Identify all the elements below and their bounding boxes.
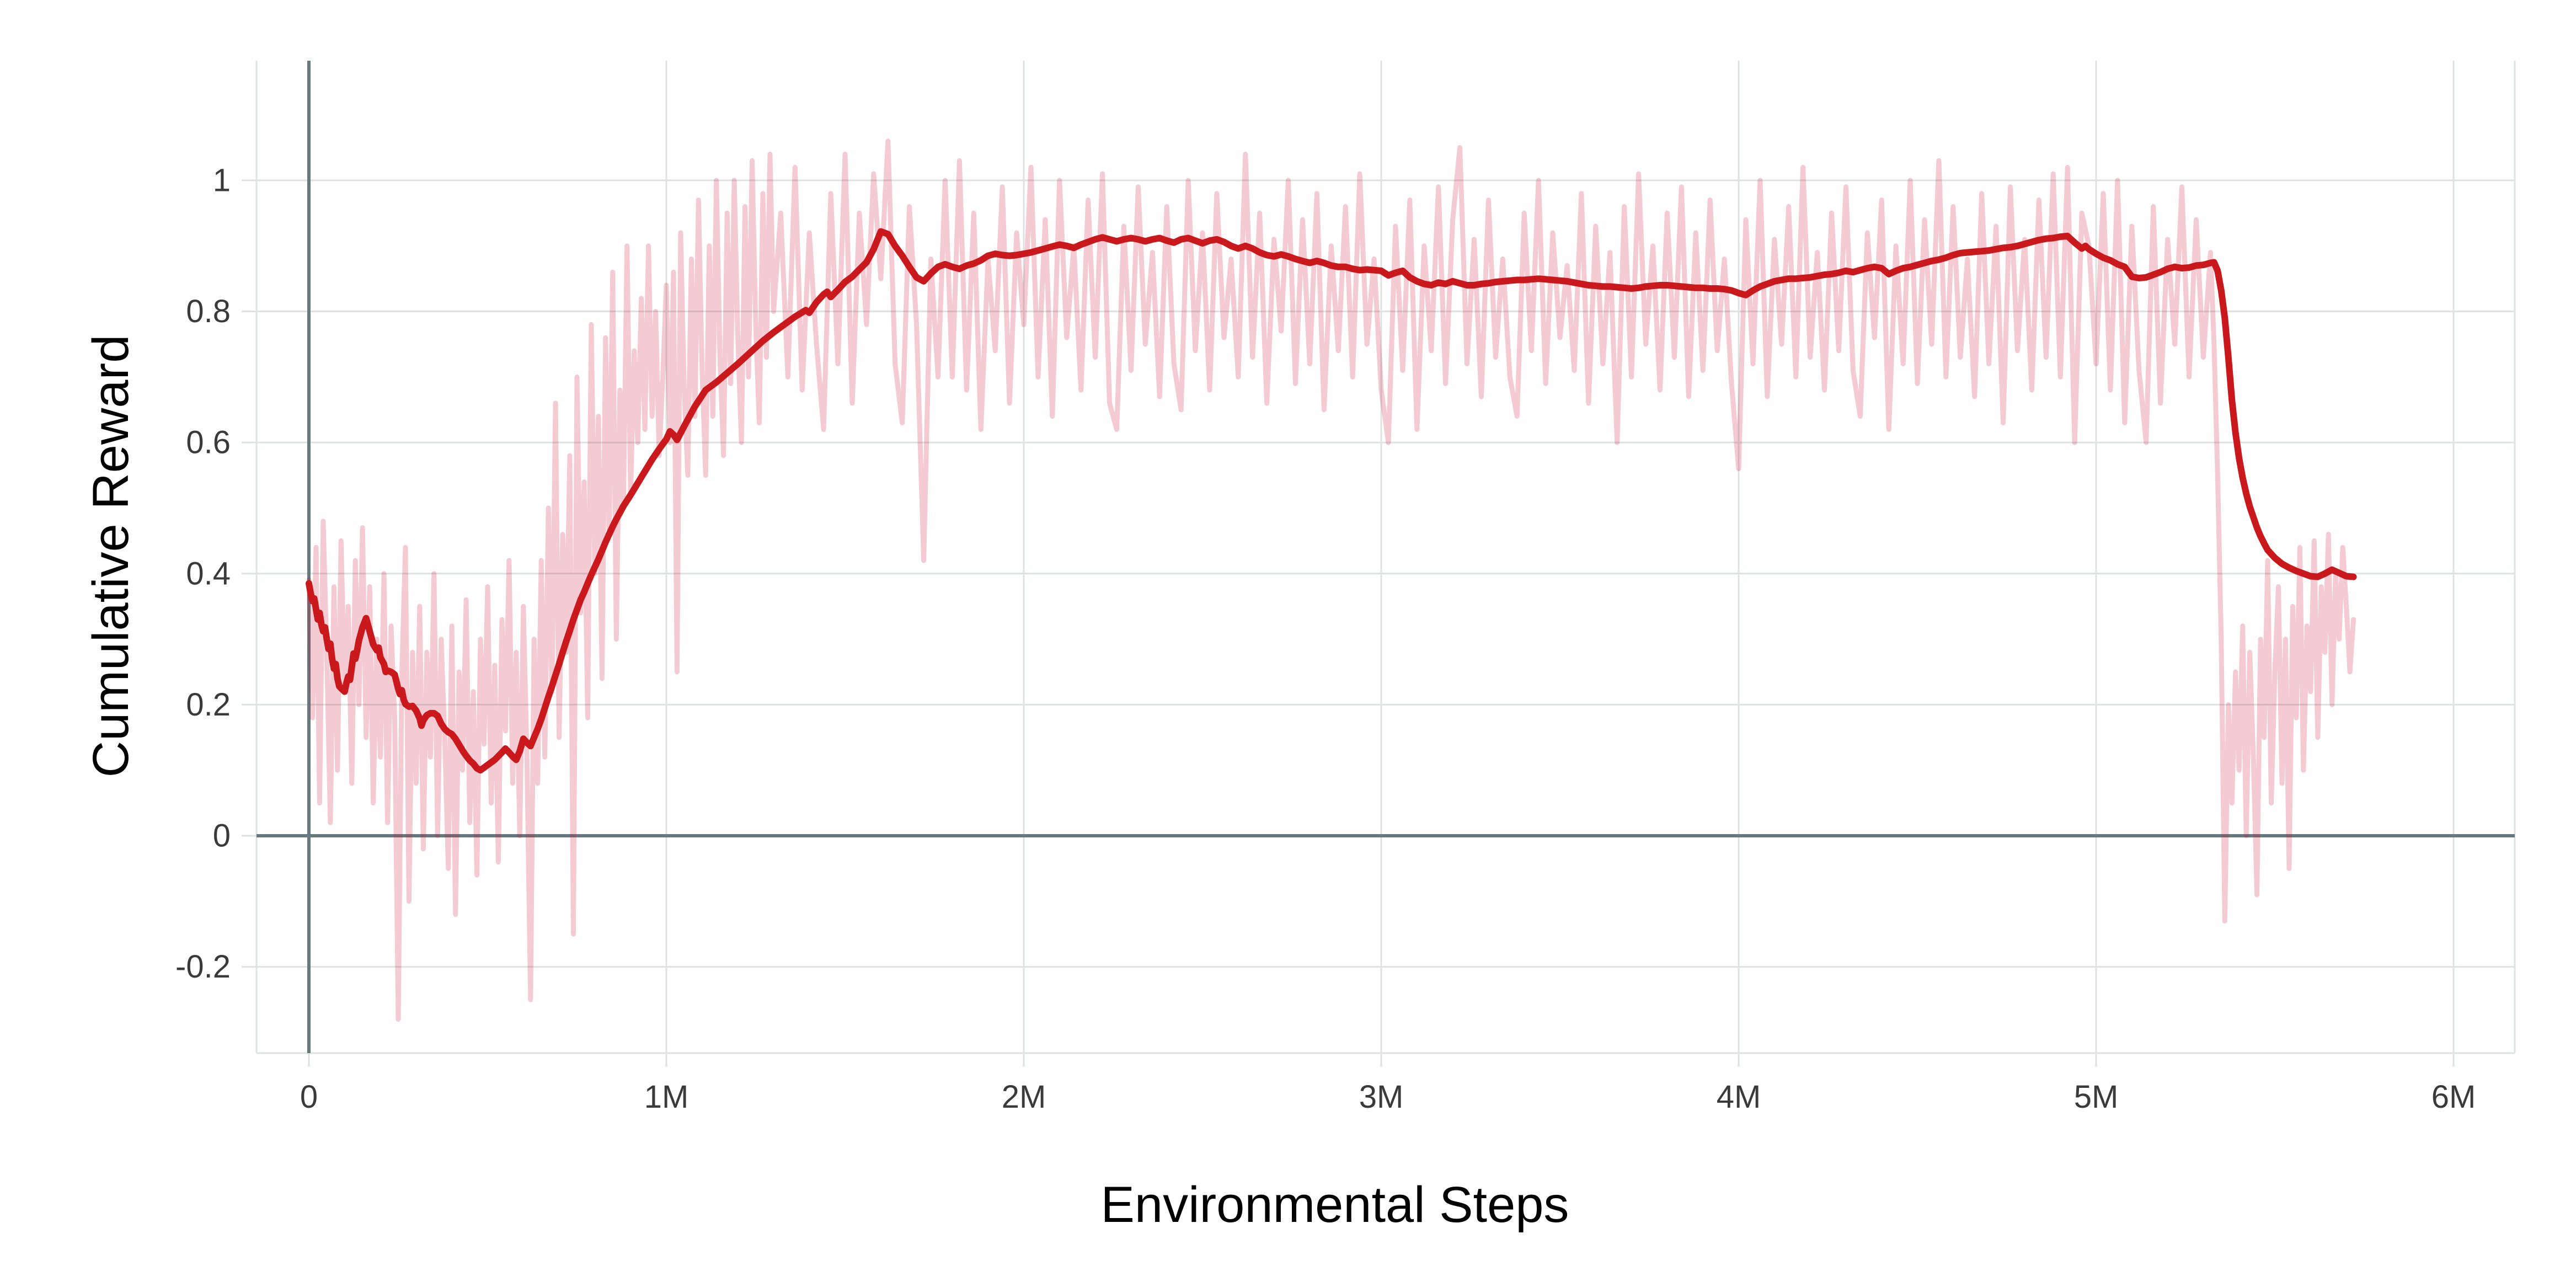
- x-tick-label-1M: 1M: [644, 1079, 689, 1115]
- raw-reward-line: [306, 138, 2356, 1022]
- y-tick-label-0.2: 0.2: [186, 687, 231, 723]
- y-tick-label-0.6: 0.6: [186, 425, 231, 461]
- x-tick-label-0: 0: [300, 1079, 318, 1115]
- x-tick-label-2M: 2M: [1002, 1079, 1046, 1115]
- x-tick-label-5M: 5M: [2074, 1079, 2119, 1115]
- y-tick-label-0: 0: [213, 818, 231, 854]
- chart-render-root: 1 0.8 0.6 0.4 0.2 0 -0.2 0 1M 2M 3M 4M 5M 6M: [175, 61, 2516, 1115]
- y-tick-label-0.4: 0.4: [186, 556, 231, 591]
- x-tick-label-6M: 6M: [2431, 1079, 2476, 1115]
- y-tick-label-0.8: 0.8: [186, 293, 231, 329]
- x-tick-label-3M: 3M: [1359, 1079, 1404, 1115]
- y-tick-label--0.2: -0.2: [175, 949, 231, 985]
- smoothed-reward-line: [306, 228, 2357, 774]
- y-tick-label-1: 1: [213, 162, 231, 198]
- x-axis-title: Environmental Steps: [1101, 1177, 1569, 1233]
- y-axis-title: Cumulative Reward: [83, 335, 139, 778]
- x-tick-label-4M: 4M: [1717, 1079, 1761, 1115]
